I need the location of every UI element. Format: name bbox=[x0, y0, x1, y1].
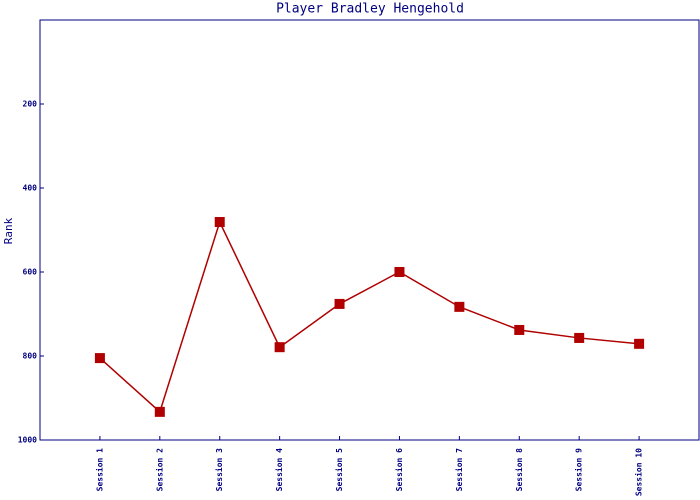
y-axis-label: Rank bbox=[2, 217, 15, 244]
y-tick-label: 400 bbox=[23, 184, 38, 193]
plot-frame bbox=[39, 19, 700, 441]
marker bbox=[574, 332, 585, 343]
marker bbox=[274, 342, 285, 353]
marker bbox=[394, 267, 405, 277]
x-tick-label: Session 2 bbox=[154, 448, 164, 492]
x-tick-label: Session 8 bbox=[514, 448, 524, 492]
marker bbox=[334, 298, 345, 309]
marker bbox=[634, 338, 645, 349]
x-tick-label: Session 4 bbox=[274, 448, 284, 492]
y-tick-label: 1000 bbox=[18, 436, 37, 445]
x-tick-label: Session 9 bbox=[574, 448, 584, 492]
marker bbox=[154, 406, 165, 417]
marker bbox=[94, 353, 105, 364]
marker bbox=[214, 217, 225, 228]
x-tick-label: Session 10 bbox=[634, 448, 644, 496]
x-tick-label: Session 3 bbox=[214, 448, 224, 492]
series-line bbox=[99, 219, 640, 414]
chart-title: Player Bradley Hengehold bbox=[276, 2, 464, 17]
x-tick-label: Session 7 bbox=[454, 448, 464, 492]
x-tick-label: Session 1 bbox=[94, 448, 104, 492]
y-tick-label: 200 bbox=[23, 100, 38, 109]
x-tick-label: Session 6 bbox=[394, 448, 404, 492]
marker bbox=[454, 301, 465, 312]
x-tick-label: Session 5 bbox=[334, 448, 344, 492]
marker bbox=[514, 324, 525, 335]
y-tick-label: 600 bbox=[23, 268, 38, 277]
y-tick-label: 800 bbox=[23, 352, 38, 361]
